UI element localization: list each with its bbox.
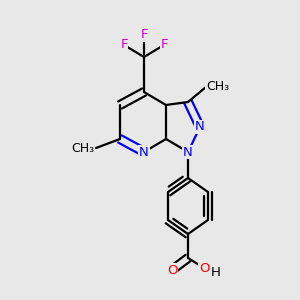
Text: O: O: [199, 262, 209, 275]
Text: CH₃: CH₃: [206, 80, 229, 94]
Text: CH₃: CH₃: [71, 142, 94, 154]
Text: H: H: [211, 266, 221, 278]
Text: N: N: [195, 121, 205, 134]
Text: N: N: [139, 146, 149, 158]
Text: O: O: [167, 263, 177, 277]
Text: F: F: [120, 38, 128, 52]
Text: F: F: [140, 28, 148, 41]
Text: N: N: [183, 146, 193, 158]
Text: F: F: [160, 38, 168, 52]
